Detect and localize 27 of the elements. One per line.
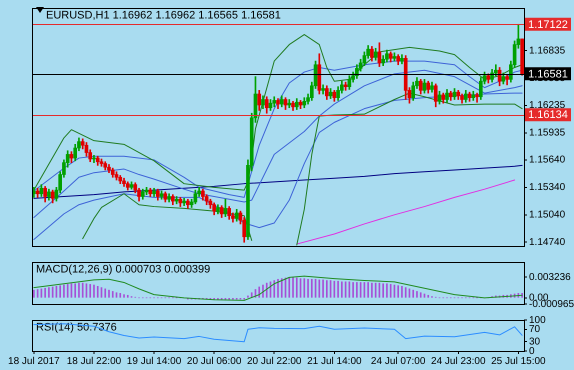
y-tick-label: 1.15935 (529, 128, 566, 139)
y-tick-label: 1.15340 (529, 182, 566, 194)
y-tick-label: 1.16835 (529, 45, 566, 56)
y-tick-label: 30 (529, 336, 541, 348)
x-tick-label: 20 Jul 22:00 (246, 356, 302, 367)
y-tick-label: 1.14740 (529, 237, 566, 248)
y-tick-label: 70 (529, 324, 541, 336)
ref-line-label: 1.16581 (528, 68, 568, 80)
y-tick-label: 1.15040 (529, 210, 566, 221)
y-tick-label: 1.16235 (529, 100, 566, 112)
ref-line-label: 1.16134 (528, 109, 568, 122)
x-tick-label: 19 Jul 14:00 (126, 356, 182, 367)
x-tick-label: 25 Jul 15:00 (491, 356, 546, 367)
y-tick-label: 100 (529, 314, 546, 326)
y-tick-label: -0.000965 (529, 298, 574, 310)
x-tick-label: 21 Jul 14:00 (307, 356, 362, 367)
x-tick-label: 18 Jul 22:00 (66, 356, 122, 367)
y-tick-label: 0 (529, 346, 535, 357)
x-tick-label: 18 Jul 2017 (8, 356, 60, 367)
y-tick-label: 0.003236 (529, 272, 572, 283)
x-tick-label: 20 Jul 06:00 (186, 356, 242, 367)
y-tick-label: 1.15640 (529, 154, 566, 166)
ref-line-label: 1.17122 (528, 18, 568, 31)
chart-title: MACD(12,26,9) 0.000703 0.000399 (36, 264, 210, 276)
chart-title: EURUSD,H1 1.16962 1.16962 1.16565 1.16581 (46, 10, 281, 22)
x-tick-label: 24 Jul 07:00 (370, 356, 426, 367)
x-tick-label: 24 Jul 23:00 (431, 356, 486, 367)
